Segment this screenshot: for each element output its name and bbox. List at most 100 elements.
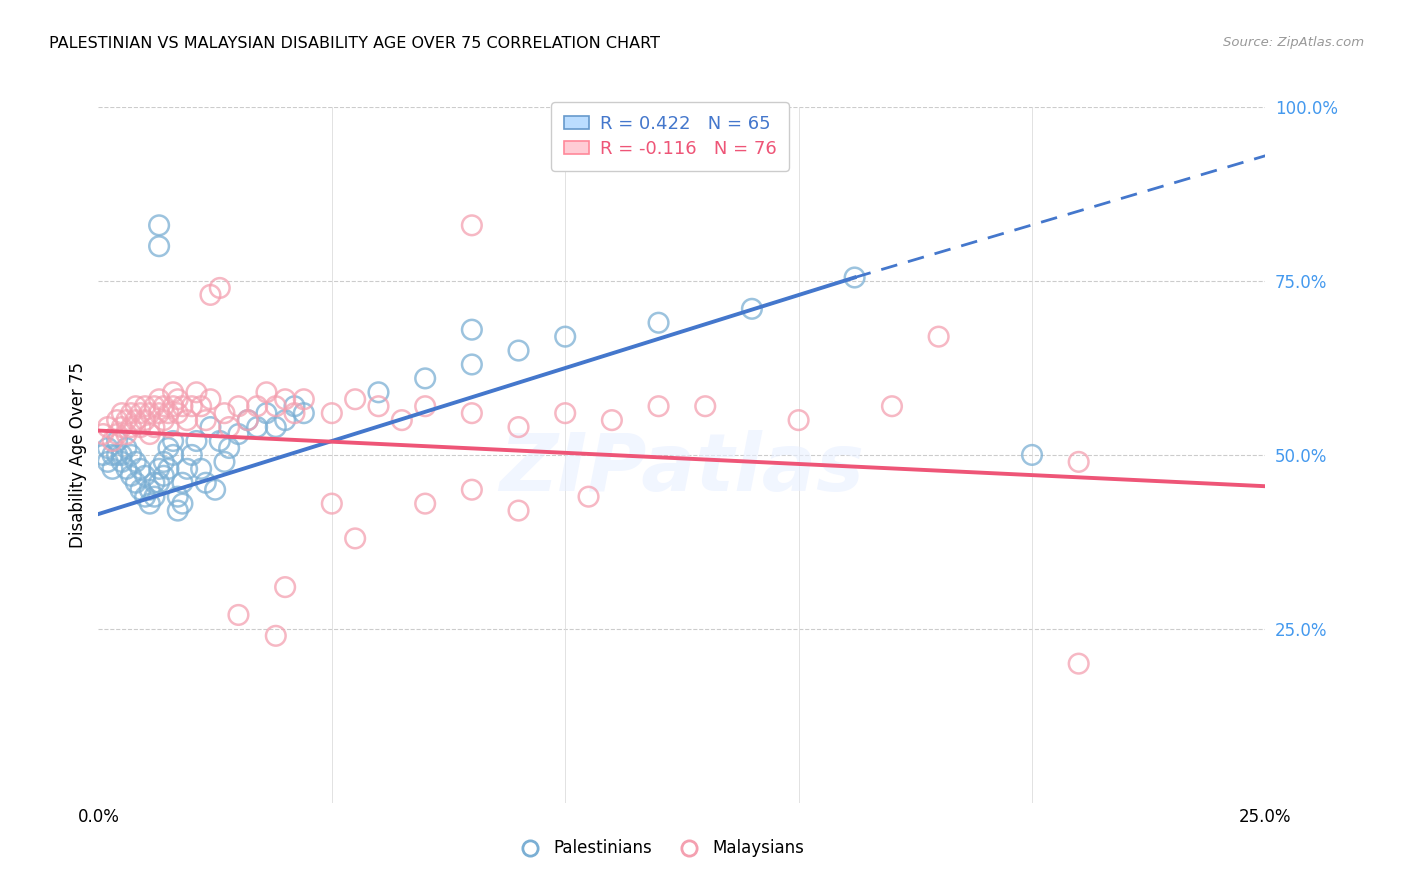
Point (214, 406, 236, 420)
Point (228, 427, 250, 442)
Point (264, 399, 287, 413)
Point (264, 629, 287, 643)
Point (152, 468, 174, 483)
Point (120, 420, 142, 434)
Point (208, 281, 231, 295)
Point (214, 455, 236, 469)
Point (166, 406, 188, 420)
Point (125, 399, 148, 413)
Point (176, 413, 198, 427)
Point (180, 448, 202, 462)
Point (228, 399, 250, 413)
Point (157, 462, 180, 476)
Point (218, 420, 240, 434)
Point (139, 483, 162, 497)
Point (256, 406, 278, 420)
Point (172, 399, 194, 413)
Point (391, 413, 413, 427)
Point (125, 455, 148, 469)
Point (134, 413, 156, 427)
Point (105, 427, 128, 442)
Point (344, 532, 367, 546)
Point (461, 358, 484, 372)
Point (129, 462, 152, 476)
Point (115, 427, 138, 442)
Point (208, 434, 231, 448)
Point (143, 475, 166, 490)
Point (120, 406, 142, 420)
Point (880, 399, 903, 413)
Point (413, 399, 436, 413)
Point (139, 497, 162, 511)
Point (115, 441, 138, 455)
Point (152, 413, 174, 427)
Point (148, 406, 170, 420)
Point (274, 580, 297, 594)
Point (246, 399, 269, 413)
Point (97, 455, 120, 469)
Point (139, 406, 162, 420)
Point (101, 448, 124, 462)
Point (157, 406, 180, 420)
Point (190, 462, 212, 476)
Point (413, 371, 436, 385)
Point (152, 399, 174, 413)
Point (186, 385, 208, 400)
Point (367, 399, 389, 413)
Point (162, 385, 184, 400)
Point (741, 301, 763, 316)
Point (111, 420, 134, 434)
Point (157, 420, 180, 434)
Point (157, 441, 180, 455)
Point (97, 420, 120, 434)
Point (166, 503, 188, 517)
Point (148, 392, 170, 407)
Point (461, 219, 484, 233)
Point (928, 329, 950, 343)
Point (200, 288, 222, 302)
Point (125, 475, 148, 490)
Point (180, 399, 202, 413)
Point (162, 434, 184, 448)
Point (554, 406, 576, 420)
Point (101, 434, 124, 448)
Point (508, 420, 530, 434)
Point (647, 316, 669, 330)
Point (129, 406, 152, 420)
Point (143, 420, 166, 434)
Point (148, 475, 170, 490)
Point (292, 392, 315, 407)
Legend: Palestinians, Malaysians: Palestinians, Malaysians (506, 833, 810, 864)
Point (134, 399, 156, 413)
Point (321, 497, 343, 511)
Point (1067, 455, 1090, 469)
Point (176, 462, 198, 476)
Point (162, 399, 184, 413)
Point (1021, 448, 1043, 462)
Point (105, 448, 128, 462)
Point (844, 270, 866, 285)
Point (236, 413, 259, 427)
Point (139, 427, 162, 442)
Point (274, 392, 297, 407)
Point (256, 385, 278, 400)
Point (148, 239, 170, 253)
Point (508, 503, 530, 517)
Point (111, 455, 134, 469)
Point (321, 406, 343, 420)
Point (218, 441, 240, 455)
Y-axis label: Disability Age Over 75: Disability Age Over 75 (69, 362, 87, 548)
Point (554, 329, 576, 343)
Point (134, 468, 156, 483)
Point (111, 406, 134, 420)
Text: PALESTINIAN VS MALAYSIAN DISABILITY AGE OVER 75 CORRELATION CHART: PALESTINIAN VS MALAYSIAN DISABILITY AGE … (49, 36, 661, 51)
Point (194, 413, 217, 427)
Point (600, 413, 623, 427)
Point (200, 420, 222, 434)
Point (236, 413, 259, 427)
Point (695, 399, 717, 413)
Point (186, 434, 208, 448)
Point (283, 406, 305, 420)
Point (172, 497, 194, 511)
Point (228, 607, 250, 622)
